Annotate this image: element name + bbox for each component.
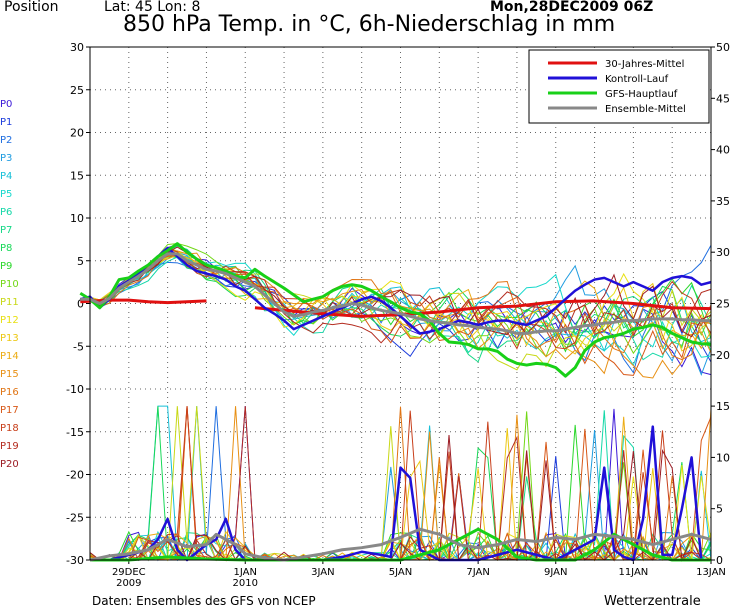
x-tick-label: 11JAN [618, 567, 648, 578]
temp-line-30-jahres-mittel [254, 299, 712, 318]
member-label: P10 [0, 279, 19, 290]
y-tick-label-left: 20 [70, 127, 84, 140]
y-tick-label-left: -10 [66, 383, 84, 396]
member-temp-line [89, 254, 712, 350]
axes: 302520151050-5-10-15-20-25-3050454035302… [66, 41, 730, 589]
y-tick-label-right: 35 [716, 195, 730, 208]
chart-title: 850 hPa Temp. in °C, 6h-Niederschlag in … [123, 12, 616, 37]
y-tick-label-left: -25 [66, 511, 84, 524]
member-label: P5 [0, 189, 13, 200]
x-tick-label: 13JAN [696, 567, 726, 578]
x-tick-label: 9JAN [544, 567, 567, 578]
member-label: P12 [0, 315, 19, 326]
y-tick-label-right: 5 [716, 503, 723, 516]
y-tick-label-left: 0 [77, 298, 84, 311]
legend: 30-Jahres-Mittel Kontroll-Lauf GFS-Hauptla… [528, 49, 710, 124]
y-tick-label-left: -15 [66, 426, 84, 439]
y-tick-label-right: 0 [716, 554, 723, 567]
y-tick-label-left: -30 [66, 554, 84, 567]
member-temp-line [89, 251, 712, 353]
x-tick-label: 7JAN [466, 567, 489, 578]
y-tick-label-left: 30 [70, 41, 84, 54]
member-precip-line [89, 434, 711, 562]
legend-label: Ensemble-Mittel [605, 104, 686, 115]
y-tick-label-right: 20 [716, 349, 730, 362]
y-tick-label-left: -5 [73, 340, 84, 353]
plot-frame [89, 46, 712, 561]
y-tick-label-right: 15 [716, 400, 730, 413]
x-tick-label: 3JAN [311, 567, 334, 578]
main-series [79, 242, 712, 562]
y-tick-label-right: 25 [716, 298, 730, 311]
member-label: P20 [0, 459, 19, 470]
member-label: P14 [0, 351, 19, 362]
member-label: P6 [0, 207, 13, 218]
member-label: P1 [0, 117, 13, 128]
member-list: P0 P1 P2 P3 P4 P5 P6 P7 P8 P9 P10 P11 P12 P13 P14 P15 P1… [0, 96, 40, 474]
member-label: P7 [0, 225, 13, 236]
footer-brand: Wetterzentrale [604, 594, 701, 609]
member-label: P15 [0, 369, 19, 380]
y-tick-label-right: 30 [716, 246, 730, 259]
member-label: P17 [0, 405, 19, 416]
member-label: P13 [0, 333, 19, 344]
location-coordinates: Lat: 45 Lon: 8 [104, 0, 201, 15]
member-label: P16 [0, 387, 19, 398]
x-tick-label-year: 2010 [233, 578, 258, 589]
member-temp-line [89, 256, 712, 353]
member-label: P11 [0, 297, 19, 308]
x-tick-label: 5JAN [389, 567, 412, 578]
x-tick-label-year: 2009 [116, 578, 141, 589]
member-label: P9 [0, 261, 13, 272]
x-tick-label: 29DEC [112, 567, 146, 578]
y-tick-label-left: 5 [77, 255, 84, 268]
temp-line-ensemble-mittel [80, 252, 711, 335]
member-label: P3 [0, 153, 13, 164]
y-tick-label-right: 45 [716, 92, 730, 105]
position-label: Position [4, 0, 59, 15]
x-tick-label: 1JAN [234, 567, 257, 578]
legend-label: Kontroll-Lauf [605, 74, 669, 85]
member-label: P18 [0, 423, 19, 434]
y-tick-label-right: 10 [716, 451, 730, 464]
member-label: P2 [0, 135, 13, 146]
precip-line-ensemble-mittel [89, 527, 712, 562]
precip-line-gfs-hauptlauf [90, 527, 711, 562]
y-tick-label-left: 15 [70, 169, 84, 182]
member-label: P4 [0, 171, 13, 182]
member-label: P0 [0, 99, 13, 110]
footer-source: Daten: Ensembles des GFS von NCEP [92, 594, 316, 608]
member-label: P19 [0, 441, 19, 452]
run-date: Mon,28DEC2009 06Z [490, 0, 654, 15]
y-tick-label-left: -20 [66, 469, 84, 482]
y-tick-label-right: 50 [716, 41, 730, 54]
y-tick-label-left: 25 [70, 84, 84, 97]
member-temp-line [89, 250, 712, 379]
legend-label: GFS-Hauptlauf [605, 89, 678, 100]
member-label: P8 [0, 243, 13, 254]
temp-line-gfs-hauptlauf [79, 242, 712, 378]
y-tick-label-left: 10 [70, 212, 84, 225]
y-tick-label-right: 40 [716, 144, 730, 157]
legend-label: 30-Jahres-Mittel [605, 59, 684, 70]
